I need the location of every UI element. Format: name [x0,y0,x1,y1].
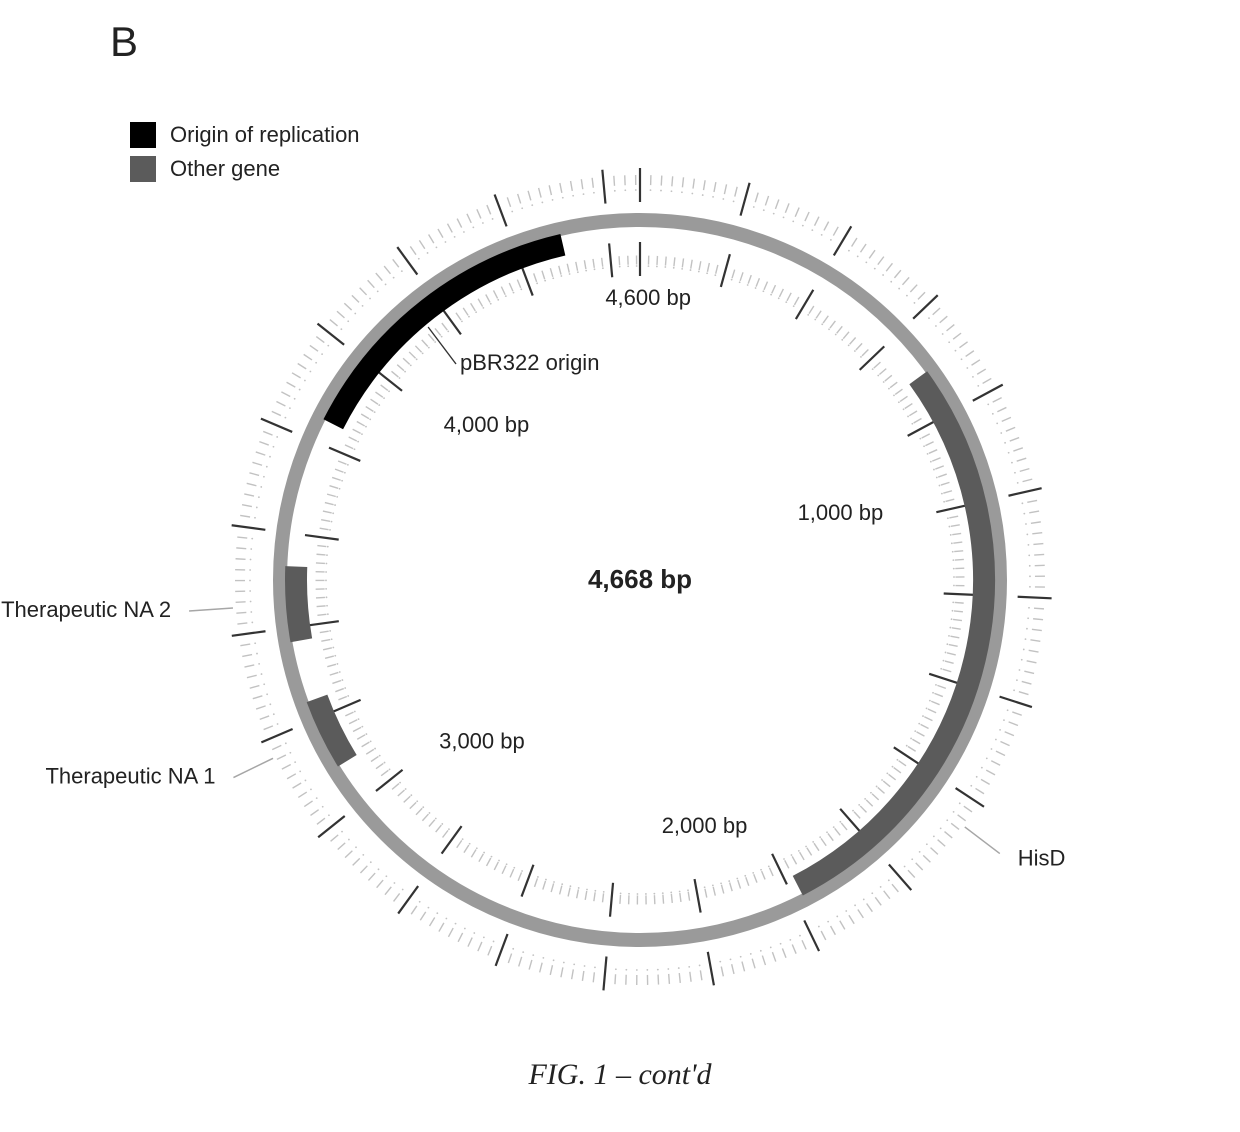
bp-label: 4,600 bp [605,285,691,310]
feature-label: Therapeutic NA 2 [1,597,171,622]
bp-label: 1,000 bp [798,500,884,525]
bp-label: 4,000 bp [444,412,530,437]
figure-caption: FIG. 1 – cont'd [0,1058,1240,1092]
bp-label: 3,000 bp [439,729,525,754]
label-leader [965,827,1000,854]
plasmid-size-label: 4,668 bp [588,564,692,594]
plasmid-map: 4,600 bp 4,000 bp 1,000 bp 3,000 bp 2,000 bp… [0,40,1240,1040]
label-leader [189,608,233,611]
bp-label: 2,000 bp [662,813,748,838]
feature-label-pbr322: pBR322 origin [460,350,599,375]
feature-label: Therapeutic NA 1 [45,764,215,789]
label-leader [233,758,273,777]
label-leader [428,327,456,364]
feature-label: HisD [1018,846,1066,871]
feature-hisd [798,378,984,886]
feature-therapeutic-na-2 [296,567,301,641]
